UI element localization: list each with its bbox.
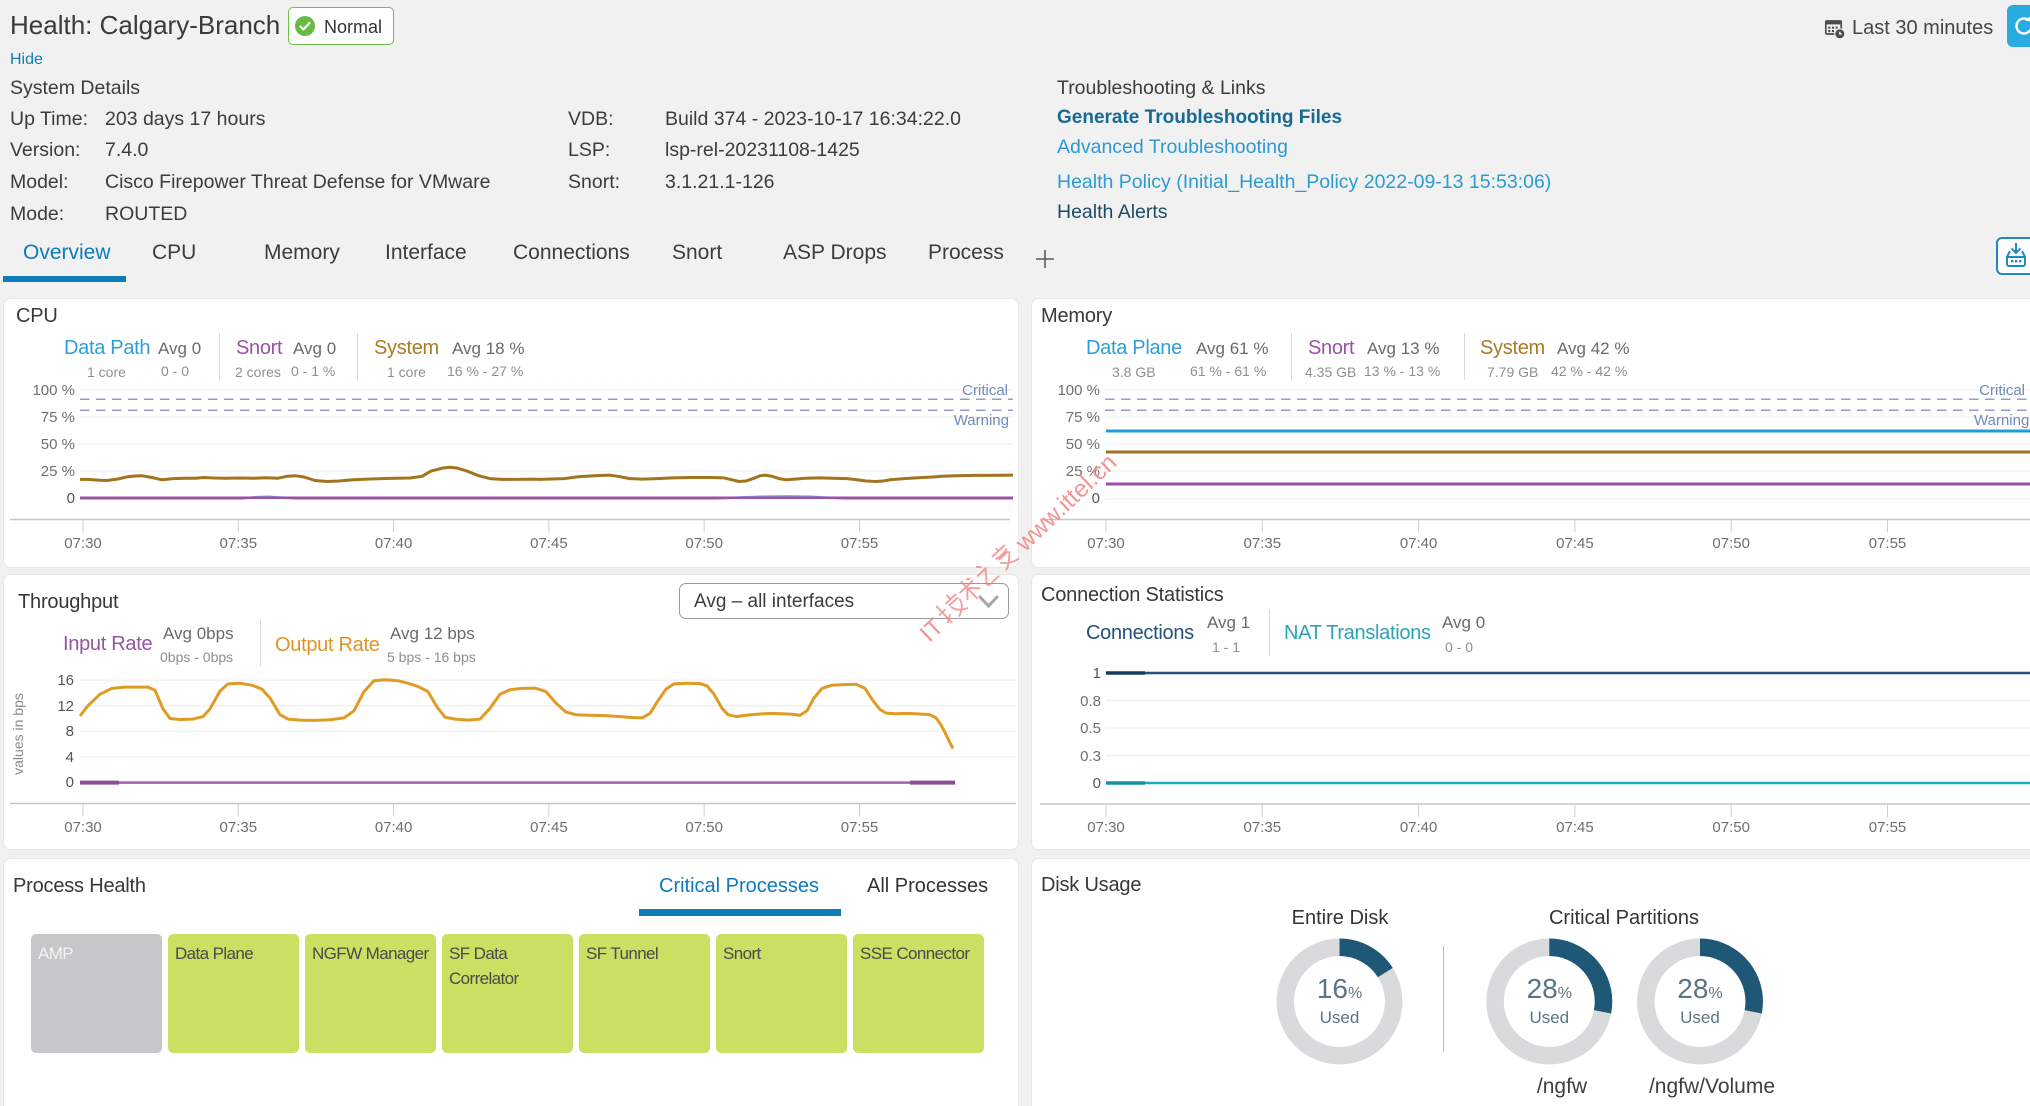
svg-text:07:45: 07:45: [1556, 535, 1594, 552]
svg-text:07:50: 07:50: [685, 819, 723, 836]
svg-text:28%: 28%: [1677, 973, 1722, 1004]
svg-text:Used: Used: [1529, 1008, 1569, 1027]
svg-text:/ngfw: /ngfw: [1537, 1075, 1588, 1098]
svg-text:07:40: 07:40: [375, 535, 413, 552]
svg-text:16: 16: [57, 672, 74, 689]
svg-text:07:40: 07:40: [1400, 819, 1438, 836]
svg-text:0.8: 0.8: [1080, 693, 1101, 710]
svg-text:50 %: 50 %: [41, 436, 75, 453]
svg-text:75 %: 75 %: [41, 409, 75, 426]
svg-text:07:45: 07:45: [1556, 819, 1594, 836]
svg-text:28%: 28%: [1527, 973, 1572, 1004]
svg-text:07:35: 07:35: [1244, 819, 1282, 836]
svg-text:07:30: 07:30: [1087, 819, 1125, 836]
svg-text:Used: Used: [1680, 1008, 1720, 1027]
svg-text:8: 8: [66, 723, 74, 740]
svg-text:Warning: Warning: [1974, 412, 2029, 429]
svg-text:07:30: 07:30: [64, 819, 102, 836]
svg-text:1: 1: [1093, 665, 1101, 682]
svg-text:07:55: 07:55: [1869, 535, 1907, 552]
svg-text:07:30: 07:30: [64, 535, 102, 552]
svg-text:07:45: 07:45: [530, 535, 568, 552]
svg-text:25 %: 25 %: [1066, 463, 1100, 480]
svg-text:07:55: 07:55: [841, 535, 879, 552]
svg-text:07:55: 07:55: [841, 819, 879, 836]
svg-text:Warning: Warning: [954, 412, 1009, 429]
svg-text:07:30: 07:30: [1087, 535, 1125, 552]
svg-text:Critical: Critical: [962, 382, 1008, 399]
svg-text:07:35: 07:35: [1244, 535, 1282, 552]
svg-text:0.5: 0.5: [1080, 720, 1101, 737]
svg-text:07:35: 07:35: [220, 535, 258, 552]
svg-text:values in bps: values in bps: [10, 693, 26, 775]
svg-text:07:50: 07:50: [1712, 819, 1750, 836]
svg-text:0.3: 0.3: [1080, 748, 1101, 765]
svg-text:4: 4: [66, 749, 74, 766]
svg-text:07:55: 07:55: [1869, 819, 1907, 836]
svg-text:Used: Used: [1320, 1008, 1360, 1027]
svg-text:0: 0: [1092, 490, 1100, 507]
svg-text:16%: 16%: [1317, 973, 1362, 1004]
svg-text:07:50: 07:50: [685, 535, 723, 552]
svg-text:07:40: 07:40: [1400, 535, 1438, 552]
svg-text:12: 12: [57, 698, 74, 715]
svg-text:0: 0: [1093, 775, 1101, 792]
svg-text:100 %: 100 %: [1057, 382, 1100, 399]
svg-text:Critical: Critical: [1979, 382, 2025, 399]
svg-text:0: 0: [66, 774, 74, 791]
svg-text:0: 0: [67, 490, 75, 507]
svg-text:/ngfw/Volume: /ngfw/Volume: [1649, 1075, 1775, 1098]
svg-text:07:50: 07:50: [1712, 535, 1750, 552]
svg-text:50 %: 50 %: [1066, 436, 1100, 453]
svg-text:07:40: 07:40: [375, 819, 413, 836]
svg-text:100 %: 100 %: [32, 382, 75, 399]
svg-text:75 %: 75 %: [1066, 409, 1100, 426]
svg-text:07:45: 07:45: [530, 819, 568, 836]
svg-text:07:35: 07:35: [220, 819, 258, 836]
svg-text:25 %: 25 %: [41, 463, 75, 480]
